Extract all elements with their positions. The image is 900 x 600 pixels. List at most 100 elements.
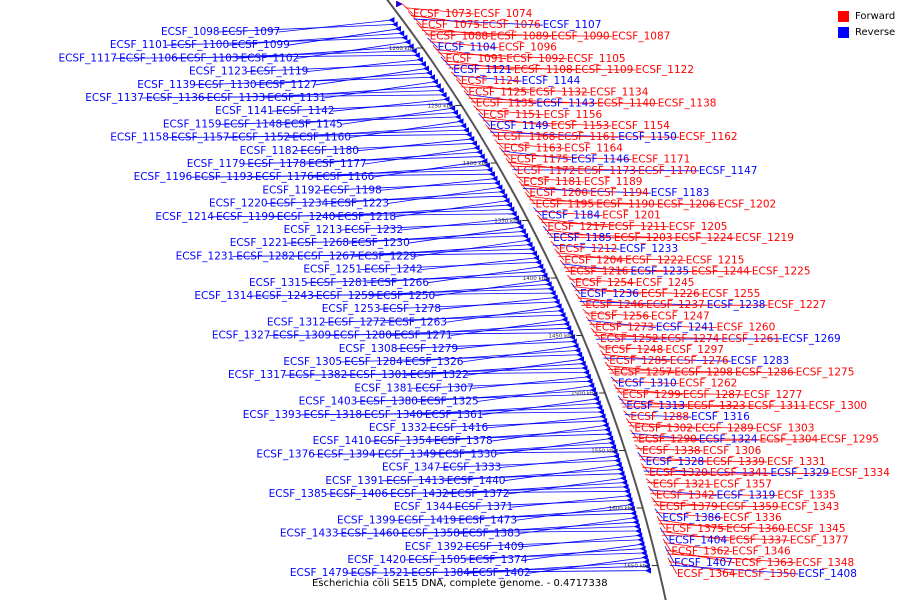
- gene-label: ECSF_1273: [595, 322, 654, 334]
- connector-line: [570, 282, 581, 295]
- gene-label: ECSF_1362: [671, 546, 730, 558]
- reverse-gene-arrow: [617, 466, 624, 473]
- connector-line: [577, 297, 647, 306]
- connector-line: [411, 380, 591, 389]
- gene-label: ECSF_1074: [474, 8, 533, 20]
- gene-label: ECSF_1399: [337, 514, 396, 526]
- gene-label: ECSF_1276: [670, 355, 729, 367]
- gene-label: ECSF_1101: [110, 39, 169, 51]
- connector-line: [501, 150, 571, 160]
- connector-line: [355, 394, 596, 402]
- gene-label: ECSF_1331: [767, 456, 826, 468]
- gene-label: ECSF_1382: [289, 369, 348, 381]
- reverse-gene-arrow: [537, 263, 544, 270]
- connector-line: [508, 161, 578, 172]
- gene-label: ECSF_1256: [590, 310, 649, 322]
- legend-item-reverse: Reverse: [838, 24, 895, 40]
- connector-line: [609, 371, 796, 374]
- connector-line: [461, 86, 590, 93]
- gene-label: ECSF_1325: [420, 396, 479, 408]
- gene-label: ECSF_1089: [490, 30, 549, 42]
- reverse-gene-arrow: [416, 56, 423, 63]
- gene-label: ECSF_1257: [614, 366, 673, 378]
- reverse-gene-arrow: [443, 96, 450, 103]
- gene-label: ECSF_1334: [831, 467, 890, 479]
- reverse-gene-arrow: [394, 25, 401, 32]
- gene-label: ECSF_1214: [155, 211, 214, 223]
- connector-line: [265, 195, 506, 204]
- connector-line: [263, 85, 439, 99]
- gene-label: ECSF_1403: [299, 396, 358, 408]
- gene-label: ECSF_1363: [735, 557, 794, 569]
- connector-line: [454, 508, 633, 521]
- reverse-gene-arrow: [610, 444, 617, 451]
- gene-label: ECSF_1117: [58, 52, 117, 64]
- gene-label: ECSF_1190: [596, 198, 655, 210]
- reverse-gene-arrow: [398, 30, 405, 37]
- reverse-gene-arrow: [440, 91, 447, 98]
- reverse-gene-arrow: [615, 461, 622, 468]
- gene-label: ECSF_1299: [622, 389, 681, 401]
- gene-label: ECSF_1479: [290, 567, 349, 579]
- connector-line: [558, 255, 686, 261]
- gene-label: ECSF_1163: [504, 142, 563, 154]
- gene-label: ECSF_1374: [469, 554, 528, 566]
- reverse-gene-arrow: [636, 532, 643, 539]
- forward-swatch-icon: [838, 10, 849, 22]
- gene-label: ECSF_1391: [325, 475, 384, 487]
- connector-line: [641, 463, 650, 474]
- reverse-swatch-icon: [838, 26, 849, 38]
- gene-label: ECSF_1166: [316, 171, 375, 183]
- reverse-gene-arrow: [388, 17, 395, 23]
- gene-label: ECSF_1139: [137, 79, 196, 91]
- connector-line: [166, 134, 470, 138]
- reverse-gene-arrow: [570, 338, 577, 345]
- connector-line: [658, 519, 727, 530]
- gene-label: ECSF_1241: [656, 322, 715, 334]
- reverse-gene-arrow: [419, 61, 426, 68]
- connector-line: [536, 214, 548, 228]
- tick-label: 1500 kbp: [571, 391, 597, 397]
- gene-label: ECSF_1304: [760, 434, 819, 446]
- reverse-gene-arrow: [470, 140, 477, 147]
- gene-label: ECSF_1381: [354, 382, 413, 394]
- gene-label: ECSF_1127: [259, 79, 318, 91]
- reverse-gene-arrow: [593, 395, 600, 402]
- connector-line: [617, 395, 627, 407]
- gene-label: ECSF_1184: [542, 210, 601, 222]
- gene-label: ECSF_1221: [230, 237, 289, 249]
- gene-label: ECSF_1231: [176, 250, 235, 262]
- reverse-gene-arrow: [425, 69, 432, 76]
- gene-label: ECSF_1105: [567, 53, 626, 65]
- connector-line: [353, 244, 531, 257]
- gene-label: ECSF_1189: [584, 176, 643, 188]
- connector-line: [271, 103, 451, 112]
- gene-label: ECSF_1098: [161, 26, 220, 38]
- connector-line: [552, 244, 620, 250]
- connector-line: [623, 410, 631, 418]
- gene-label: ECSF_1199: [216, 211, 275, 223]
- gene-label: ECSF_1092: [506, 53, 565, 65]
- connector-line: [650, 493, 778, 496]
- connector-line: [313, 451, 616, 455]
- gene-label: ECSF_1181: [523, 176, 582, 188]
- gene-label: ECSF_1286: [735, 366, 794, 378]
- gene-label: ECSF_1338: [642, 445, 701, 457]
- reverse-gene-arrow: [431, 78, 438, 85]
- reverse-gene-arrow: [602, 422, 609, 429]
- gene-label: ECSF_1290: [638, 434, 697, 446]
- reverse-gene-arrow: [631, 514, 638, 521]
- gene-label: ECSF_1409: [465, 541, 524, 553]
- connector-line: [464, 548, 644, 561]
- gene-label: ECSF_1183: [651, 187, 710, 199]
- connector-line: [590, 327, 601, 340]
- gene-label: ECSF_1195: [536, 198, 595, 210]
- gene-label: ECSF_1255: [702, 288, 761, 300]
- connector-line: [615, 387, 683, 396]
- reverse-gene-arrow: [545, 281, 552, 288]
- reverse-gene-arrow: [449, 105, 456, 112]
- reverse-gene-arrow: [473, 144, 480, 151]
- connector-line: [633, 439, 821, 442]
- reverse-gene-arrow: [401, 34, 408, 41]
